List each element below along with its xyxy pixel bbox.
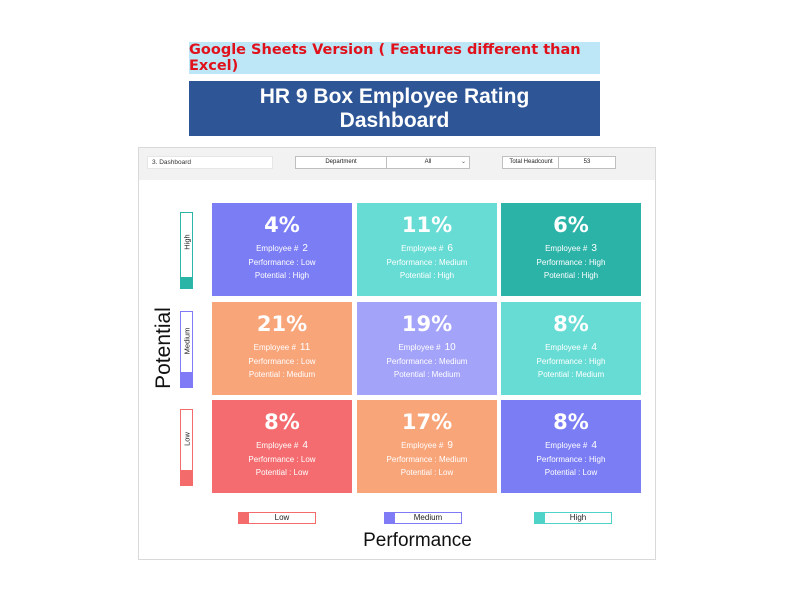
nine-box-cell-high-perf-medium-pot[interactable]: 8% Employee #4 Performance : High Potential… (501, 302, 641, 395)
performance-legend-high: High (534, 512, 612, 524)
cell-potential-label: Potential : High (254, 271, 310, 280)
cell-employee-count: Employee #4 (545, 440, 597, 451)
y-axis-title: Potential (152, 307, 175, 389)
cell-percentage: 19% (401, 312, 453, 336)
cell-employee-count: Employee #4 (545, 342, 597, 353)
potential-bar-fill (181, 276, 192, 288)
department-value: All (424, 159, 432, 165)
cell-performance-label: Performance : Low (248, 257, 316, 267)
potential-bar-fill (181, 372, 192, 387)
potential-bar-label: Medium (182, 327, 191, 354)
cell-employee-count: Employee #3 (545, 243, 597, 254)
cell-potential-label: Potential : High (399, 271, 455, 280)
nine-box-cell-high-perf-high-pot[interactable]: 6% Employee #3 Performance : High Potential… (501, 203, 641, 296)
dashboard-title-banner: HR 9 Box Employee Rating Dashboard (189, 81, 600, 136)
cell-performance-label: Performance : Medium (386, 257, 468, 267)
nine-box-cell-low-perf-low-pot[interactable]: 8% Employee #4 Performance : Low Potential … (212, 400, 352, 493)
cell-employee-count: Employee #11 (253, 342, 311, 353)
cell-percentage: 8% (264, 410, 300, 434)
x-axis-title: Performance (363, 530, 472, 551)
cell-performance-label: Performance : Medium (386, 454, 468, 464)
cell-performance-label: Performance : High (536, 257, 606, 267)
cell-potential-label: Potential : High (543, 271, 599, 280)
cell-percentage: 11% (401, 213, 453, 237)
cell-potential-label: Potential : Low (544, 468, 598, 477)
sheet-name-box: 3. Dashboard (147, 156, 273, 169)
cell-employee-count: Employee #2 (256, 243, 308, 254)
dashboard-toolbar: 3. Dashboard Department All ⌄ Total Head… (139, 148, 655, 180)
cell-performance-label: Performance : High (536, 356, 606, 366)
chevron-down-icon: ⌄ (460, 159, 466, 165)
nine-box-cell-low-perf-high-pot[interactable]: 4% Employee #2 Performance : Low Potential … (212, 203, 352, 296)
legend-swatch (385, 513, 395, 523)
nine-box-cell-medium-perf-medium-pot[interactable]: 19% Employee #10 Performance : Medium Poten… (357, 302, 497, 395)
cell-percentage: 8% (553, 312, 589, 336)
cell-potential-label: Potential : Medium (248, 370, 316, 379)
version-note-text: Google Sheets Version ( Features differe… (189, 42, 581, 74)
cell-potential-label: Potential : Medium (537, 370, 605, 379)
cell-potential-label: Potential : Low (255, 468, 309, 477)
nine-box-cell-high-perf-low-pot[interactable]: 8% Employee #4 Performance : High Potential… (501, 400, 641, 493)
legend-swatch (239, 513, 249, 523)
potential-bar-label: High (182, 233, 191, 250)
potential-bar-fill (181, 470, 192, 485)
cell-percentage: 21% (256, 312, 308, 336)
headcount-label: Total Headcount (502, 156, 560, 169)
cell-potential-label: Potential : Medium (393, 370, 461, 379)
potential-bar-medium: Medium (180, 311, 193, 388)
headcount-value: 53 (558, 156, 616, 169)
cell-employee-count: Employee #4 (256, 440, 308, 451)
cell-potential-label: Potential : Low (400, 468, 454, 477)
nine-box-cell-medium-perf-low-pot[interactable]: 17% Employee #9 Performance : Medium Potent… (357, 400, 497, 493)
cell-performance-label: Performance : Medium (386, 356, 468, 366)
cell-percentage: 4% (264, 213, 300, 237)
cell-percentage: 6% (553, 213, 589, 237)
legend-label: High (569, 513, 587, 522)
legend-label: Medium (413, 513, 443, 522)
potential-bar-low: Low (180, 409, 193, 486)
department-label: Department (295, 156, 387, 169)
potential-bar-label: Low (182, 431, 191, 446)
cell-performance-label: Performance : High (536, 454, 606, 464)
cell-employee-count: Employee #6 (401, 243, 453, 254)
dashboard-title-line2: Dashboard (339, 108, 450, 132)
version-note-banner: Google Sheets Version ( Features differe… (189, 42, 600, 74)
department-dropdown[interactable]: All ⌄ (386, 156, 470, 169)
cell-performance-label: Performance : Low (248, 356, 316, 366)
cell-percentage: 8% (553, 410, 589, 434)
nine-box-cell-low-perf-medium-pot[interactable]: 21% Employee #11 Performance : Low Potentia… (212, 302, 352, 395)
dashboard-title-line1: HR 9 Box Employee Rating (259, 84, 530, 108)
legend-swatch (535, 513, 545, 523)
cell-employee-count: Employee #10 (398, 342, 456, 353)
cell-percentage: 17% (401, 410, 453, 434)
performance-legend-low: Low (238, 512, 316, 524)
nine-box-cell-medium-perf-high-pot[interactable]: 11% Employee #6 Performance : Medium Potent… (357, 203, 497, 296)
performance-legend-medium: Medium (384, 512, 462, 524)
cell-employee-count: Employee #9 (401, 440, 453, 451)
legend-label: Low (274, 513, 290, 522)
potential-bar-high: High (180, 212, 193, 289)
cell-performance-label: Performance : Low (248, 454, 316, 464)
